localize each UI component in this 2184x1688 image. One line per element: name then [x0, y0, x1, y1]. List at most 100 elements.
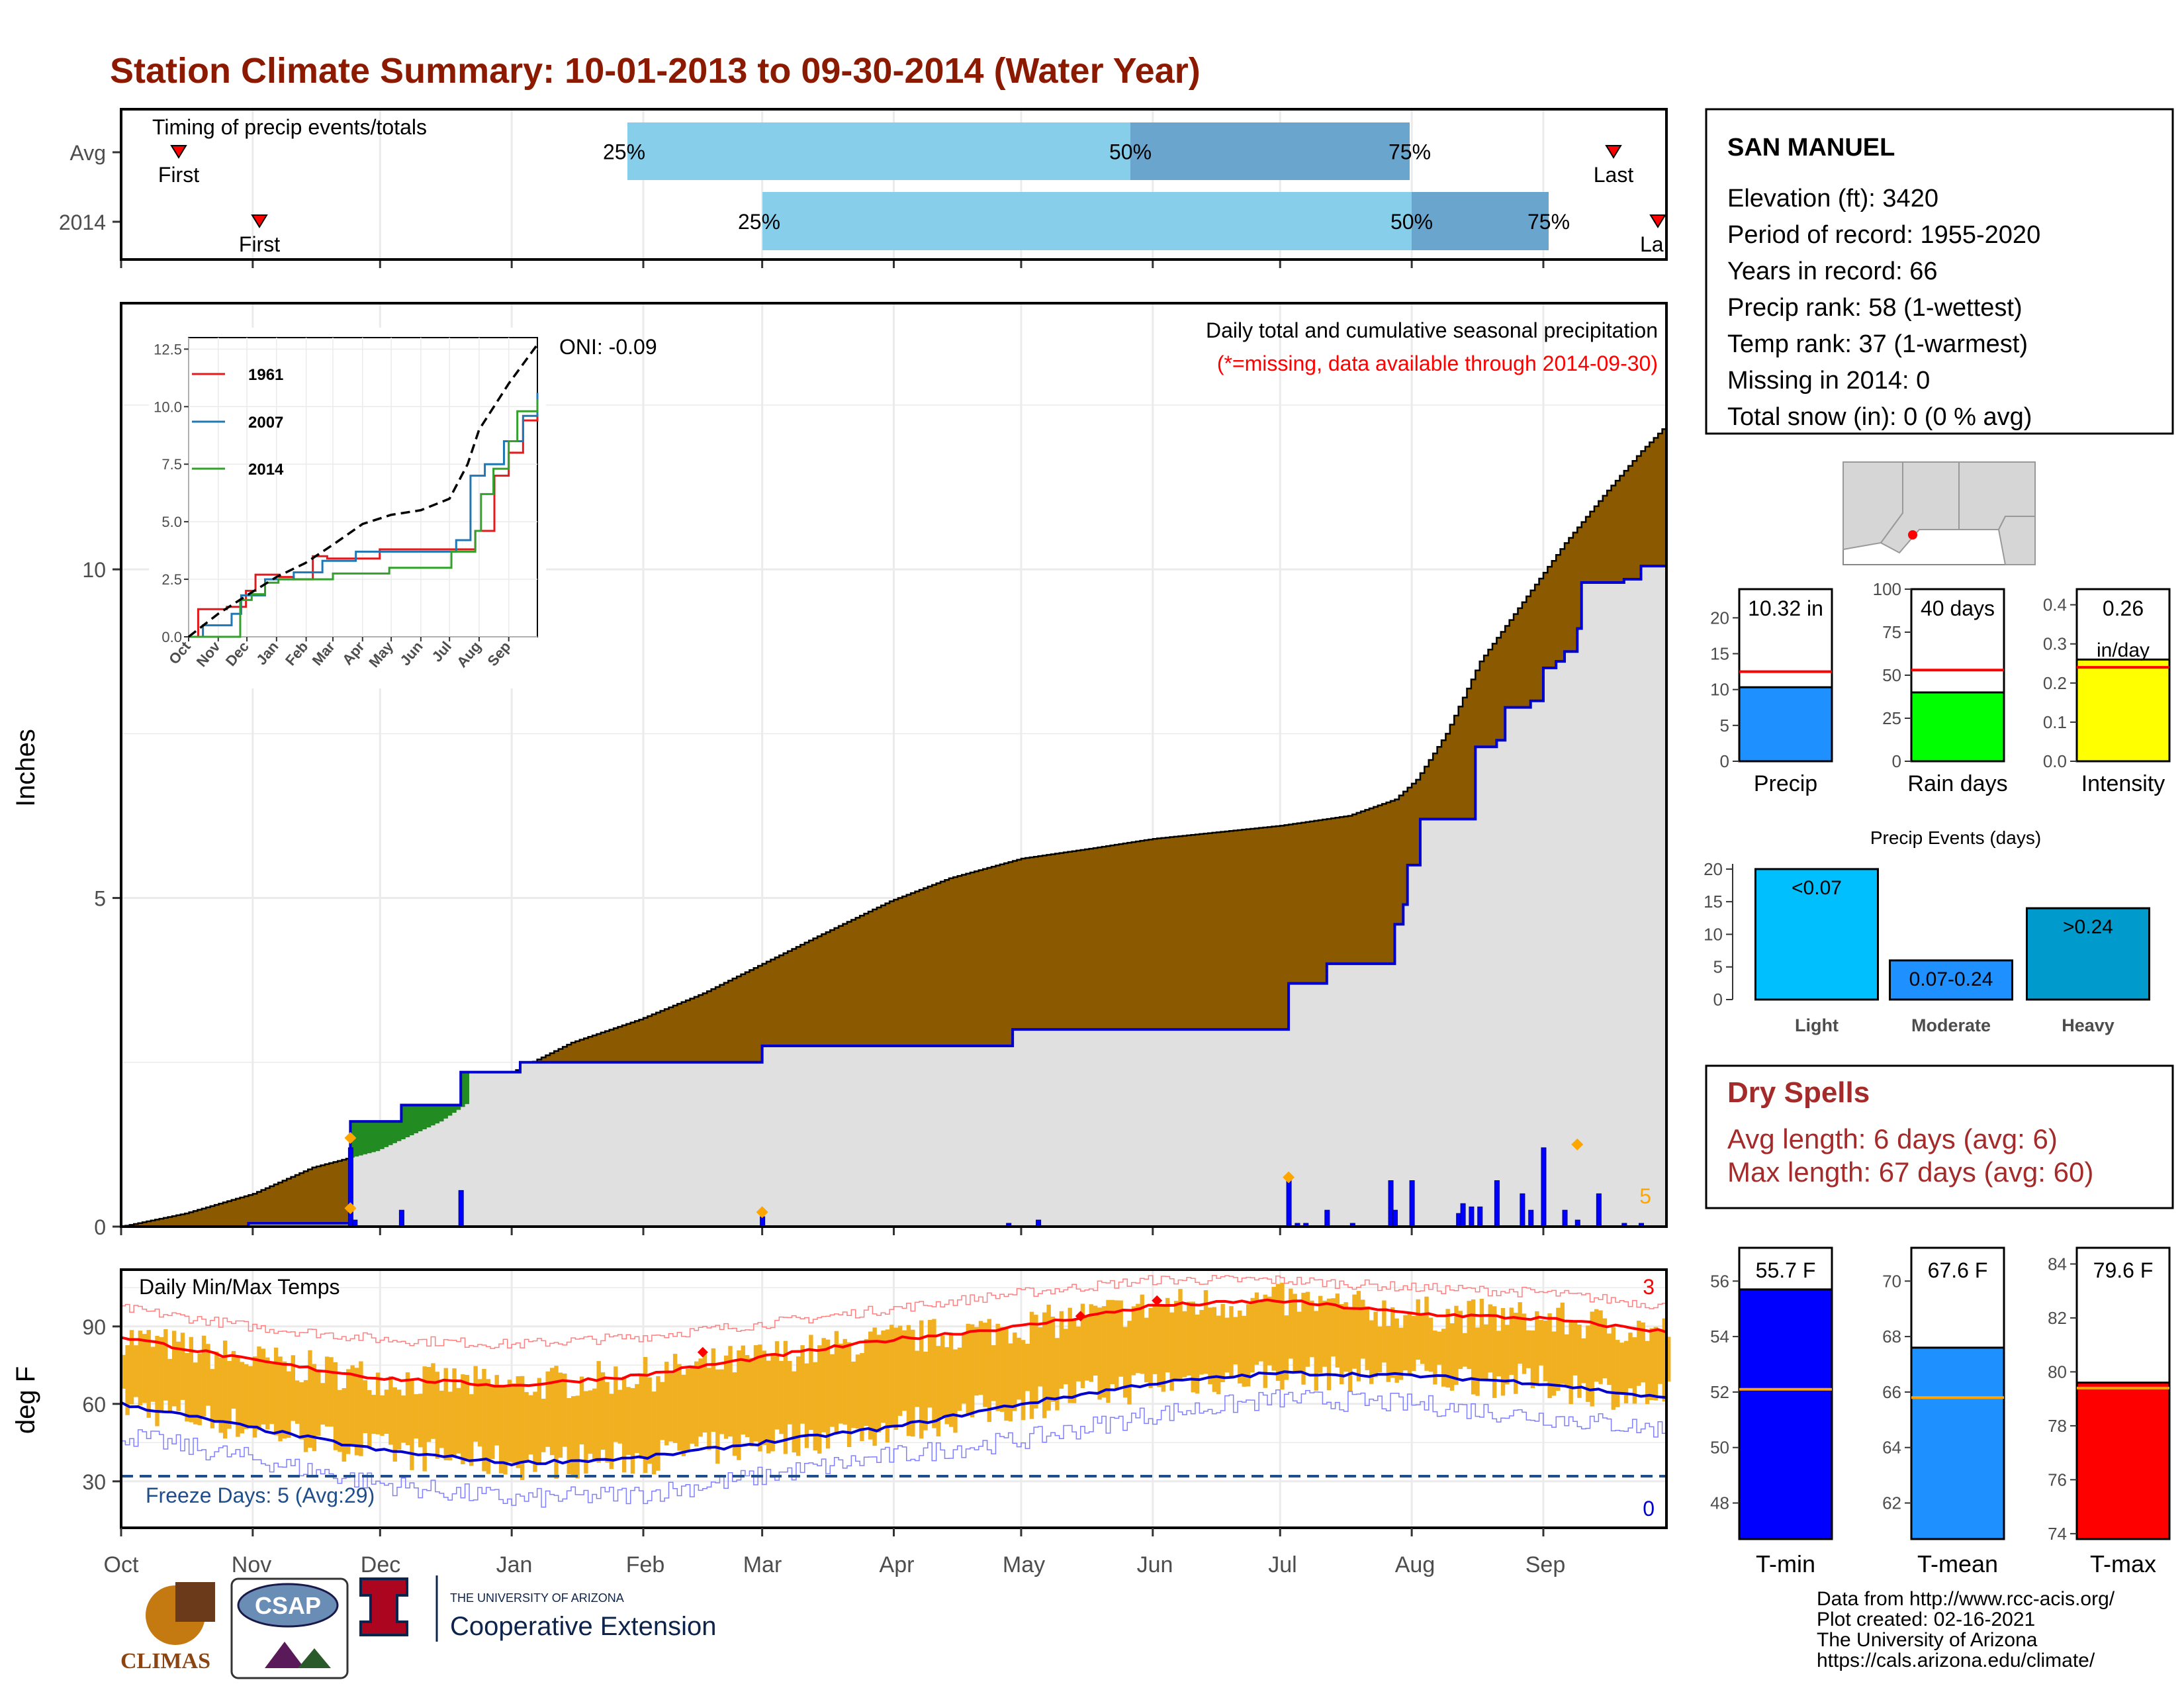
info-line: Temp rank: 37 (1-warmest) — [1727, 330, 2028, 358]
daily-precip-bar — [347, 1147, 353, 1227]
event-bar-label: 0.07-0.24 — [1909, 968, 1993, 990]
temp-bar-value-label: 55.7 F — [1756, 1258, 1816, 1282]
ua-big-text: Cooperative Extension — [450, 1612, 716, 1641]
month-label: Feb — [626, 1552, 665, 1577]
daily-precip-bar — [1469, 1206, 1475, 1227]
footer-source: Data from http://www.rcc-acis.org/ — [1817, 1588, 2115, 1610]
series-2007-line — [189, 393, 539, 638]
events-y-tick-label: 0 — [1713, 990, 1723, 1009]
daily-precip-bar — [1324, 1209, 1330, 1227]
timing-bar-25-50 — [627, 122, 1130, 180]
precip-y-axis-label: Inches — [11, 729, 40, 807]
event-category-label: Heavy — [2062, 1015, 2115, 1035]
mini-y-tick-label: 5 — [1720, 716, 1729, 735]
missing-marker — [344, 1131, 357, 1144]
legend-label: 2014 — [248, 461, 284, 479]
mini-y-tick-label: 15 — [1710, 644, 1729, 664]
climas-logo-text: CLIMAS — [120, 1649, 210, 1673]
y-tick-label: 10 — [82, 558, 106, 582]
temp-bar-value — [2075, 1382, 2171, 1540]
daily-precip-bar — [1596, 1193, 1602, 1227]
missing-note: (*=missing, data available through 2014-… — [1217, 352, 1658, 375]
y-tick-label: 90 — [82, 1315, 106, 1339]
record-high-marker — [1075, 1311, 1086, 1322]
events-y-tick-label: 10 — [1704, 924, 1723, 944]
mini-y-tick-label: 10 — [1710, 680, 1729, 700]
timing-pct-label: 50% — [1390, 210, 1433, 234]
month-label: Jun — [1137, 1552, 1173, 1577]
obs-cumulative-area — [121, 548, 1666, 1227]
temp-bar-value-label: 79.6 F — [2093, 1258, 2154, 1282]
month-label: Apr — [880, 1552, 915, 1577]
temp-y-tick-label: 62 — [1882, 1493, 1901, 1513]
info-line: Elevation (ft): 3420 — [1727, 185, 1938, 212]
legend-label: 1961 — [248, 366, 283, 384]
event-category-label: Light — [1795, 1015, 1839, 1035]
timing-row-label: 2014 — [59, 211, 106, 234]
daily-precip-bar — [1286, 1180, 1292, 1227]
daily-precip-bar — [458, 1190, 464, 1227]
daily-precip-bar — [1477, 1206, 1483, 1227]
temp-y-tick-label: 76 — [2048, 1470, 2067, 1489]
first-event-marker — [170, 145, 187, 159]
daily-precip-bar — [398, 1209, 404, 1227]
timing-pct-label: 25% — [738, 210, 780, 234]
temp-y-tick-label: 52 — [1710, 1382, 1729, 1402]
timing-frame — [120, 108, 1668, 261]
timing-pct-label: 75% — [1388, 140, 1431, 164]
temp-y-tick-label: 82 — [2048, 1308, 2067, 1328]
precip-caption: Daily total and cumulative seasonal prec… — [1206, 318, 1658, 342]
event-category-label: Moderate — [1911, 1015, 1991, 1035]
month-label: Oct — [104, 1552, 139, 1577]
temp-y-tick-label: 54 — [1710, 1327, 1729, 1346]
daily-precip-bar — [1541, 1147, 1547, 1227]
daily-precip-bar — [1562, 1209, 1568, 1227]
footer-org: The University of Arizona — [1817, 1629, 2038, 1651]
csap-logo-text: CSAP — [255, 1592, 321, 1619]
temp-y-tick-label: 68 — [1882, 1327, 1901, 1346]
month-label: Dec — [361, 1552, 400, 1577]
station-name: SAN MANUEL — [1727, 134, 1895, 162]
event-bar — [2026, 907, 2150, 1001]
info-line: Missing in 2014: 0 — [1727, 367, 1930, 395]
event-bar-label: <0.07 — [1792, 877, 1842, 899]
temp-y-tick-label: 74 — [2048, 1524, 2067, 1544]
record-max-line — [121, 1275, 1667, 1349]
mini-bar-value — [2075, 658, 2171, 763]
mini-y-tick-label: 0 — [1720, 751, 1729, 771]
first-event-marker — [251, 214, 268, 228]
precip-corner-count: 5 — [1639, 1184, 1651, 1208]
series-2014-line — [189, 399, 539, 638]
temp-y-tick-label: 48 — [1710, 1493, 1729, 1513]
event-bar-label: >0.24 — [2063, 916, 2113, 938]
csap-logo: CSAP — [230, 1577, 349, 1679]
mini-y-tick-label: 0.1 — [2043, 712, 2067, 732]
temp-bar-category-label: T-mean — [1917, 1550, 1998, 1577]
mini-y-tick-label: 100 — [1873, 579, 1901, 599]
ua-small-text: THE UNIVERSITY OF ARIZONA — [450, 1591, 624, 1605]
avg-max-line — [120, 1298, 1667, 1388]
dry-spells-max: Max length: 67 days (avg: 60) — [1727, 1156, 2093, 1188]
ua-logo: THE UNIVERSITY OF ARIZONA Cooperative Ex… — [359, 1575, 716, 1642]
events-y-tick-label: 5 — [1713, 957, 1723, 977]
temp-y-tick-label: 64 — [1882, 1438, 1901, 1458]
station-info-box: SAN MANUEL Elevation (ft): 3420 Period o… — [1705, 108, 2174, 435]
y-tick-label: 60 — [82, 1393, 106, 1417]
month-label: Jan — [496, 1552, 533, 1577]
series-1961-line — [189, 411, 539, 638]
mini-y-tick-label: 20 — [1710, 608, 1729, 628]
timing-bar-25-50 — [762, 192, 1412, 250]
temp-y-tick-label: 80 — [2048, 1362, 2067, 1382]
mini-y-tick-label: 0 — [1892, 751, 1901, 771]
temp-bar-category-label: T-min — [1756, 1550, 1815, 1577]
y-tick-label: 30 — [82, 1470, 106, 1494]
month-label: Jul — [1268, 1552, 1297, 1577]
missing-marker — [1283, 1171, 1295, 1184]
daily-precip-bar — [1528, 1209, 1534, 1227]
first-event-label: First — [158, 163, 199, 187]
events-y-tick-label: 20 — [1704, 859, 1723, 879]
mini-y-tick-label: 25 — [1882, 708, 1901, 728]
timing-bar-50-75 — [1130, 122, 1410, 180]
